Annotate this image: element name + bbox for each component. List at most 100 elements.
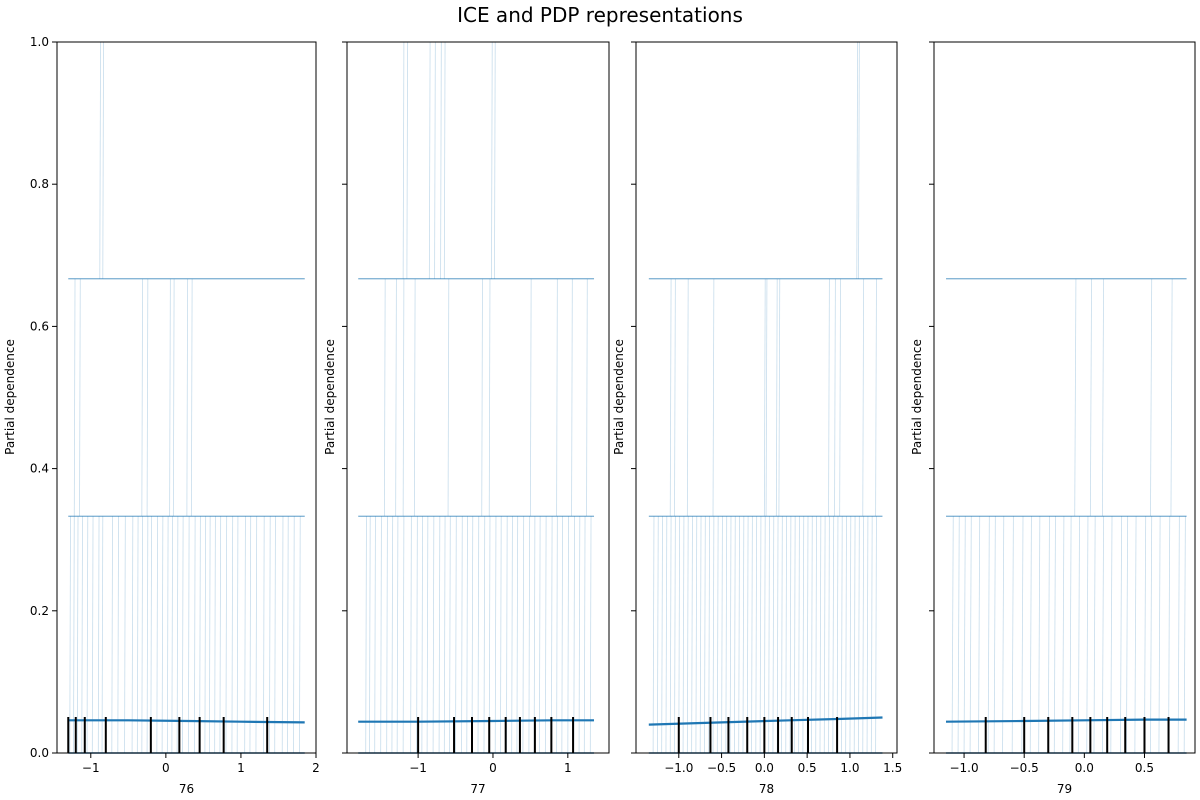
ice-curve-segment xyxy=(862,278,865,517)
ice-curve-segment xyxy=(695,516,698,754)
ice-curve-segment xyxy=(187,516,190,754)
ice-curve-segment xyxy=(81,516,83,754)
ice-curve-segment xyxy=(511,516,513,754)
ice-curve-segment xyxy=(293,516,295,754)
ice-curve-segment xyxy=(391,516,394,754)
ice-curve-segment xyxy=(533,516,536,754)
ice-curve-segment xyxy=(172,278,175,517)
ice-curve-segment xyxy=(789,516,792,754)
ice-curve-segment xyxy=(449,516,451,754)
ice-curve-segment xyxy=(516,516,519,754)
ice-curve-segment xyxy=(589,516,592,754)
axes-frame xyxy=(933,41,1196,754)
ice-curve-segment xyxy=(573,516,575,754)
ice-curve-segment xyxy=(567,516,569,754)
x-axis-label: 76 xyxy=(179,782,194,796)
ice-curve-segment xyxy=(1053,516,1056,754)
pdp-average-line xyxy=(945,718,1187,723)
ice-curve-segment xyxy=(556,278,558,517)
ice-curve-segment xyxy=(1177,516,1180,754)
ice-curve-segment xyxy=(759,516,762,754)
ice-curve-segment xyxy=(402,41,405,279)
ice-curve-segment xyxy=(785,516,788,754)
ice-curve-segment xyxy=(161,516,164,754)
ice-curve-segment xyxy=(836,516,839,754)
ice-curve-segment xyxy=(704,516,706,754)
axes-frame xyxy=(346,41,610,754)
ice-curve-segment xyxy=(416,516,418,754)
y-tick-label: 0.0 xyxy=(30,746,49,760)
ice-curve-segment xyxy=(365,516,367,754)
ice-curve-segment xyxy=(481,278,483,517)
ice-curve-segment xyxy=(402,278,405,517)
ice-curve-segment xyxy=(1047,516,1050,754)
ice-curve-segment xyxy=(1002,516,1005,754)
ice-curve-segment xyxy=(751,516,753,754)
ice-curve-segment xyxy=(708,516,710,754)
ice-curve-segment xyxy=(1150,278,1153,517)
ice-curve-segment xyxy=(413,278,416,517)
ice-curve-segment xyxy=(586,278,588,517)
ice-curve-segment xyxy=(255,516,258,754)
ice-curve-segment xyxy=(287,516,289,754)
ice-curve-segment xyxy=(1021,516,1024,754)
ice-curve-segment xyxy=(875,516,877,754)
ice-curve-segment xyxy=(802,516,805,754)
ice-curve-segment xyxy=(494,516,497,754)
axes-frame xyxy=(56,41,317,754)
ice-curve-segment xyxy=(712,278,715,517)
ice-curve-segment xyxy=(875,278,877,517)
ice-curve-segment xyxy=(199,516,201,754)
ice-curve-segment xyxy=(1101,278,1104,517)
ice-curve-segment xyxy=(772,516,775,754)
ice-curve-segment xyxy=(775,278,778,517)
ice-curve-segment xyxy=(661,516,663,754)
ice-curve-segment xyxy=(244,516,246,754)
ice-curve-segment xyxy=(561,516,563,754)
ice-curve-segment xyxy=(699,516,702,754)
x-tick-label: 0 xyxy=(489,761,497,775)
ice-curve-segment xyxy=(1069,516,1072,754)
ice-curve-segment xyxy=(1168,516,1171,754)
ice-curve-segment xyxy=(190,278,193,517)
ice-curve-segment xyxy=(156,516,158,754)
ice-curve-segment xyxy=(839,278,841,517)
pdp-average-line xyxy=(648,716,883,726)
ice-curve-segment xyxy=(729,516,732,754)
ice-curve-segment xyxy=(674,278,676,517)
ice-curve-segment xyxy=(506,516,508,754)
x-tick-label: 1.5 xyxy=(883,761,902,775)
ice-curve-segment xyxy=(97,516,100,754)
y-axis-label: Partial dependence xyxy=(612,339,626,455)
ice-curve-segment xyxy=(870,516,873,754)
ice-curve-segment xyxy=(432,516,435,754)
ice-curve-segment xyxy=(978,516,981,754)
ice-curve-segment xyxy=(665,516,668,754)
ice-curve-segment xyxy=(166,516,169,754)
subplot-grid: 0.0 0.2 0.4 0.6 0.8 1.0 −1 0 1 2 76 Partial depende… xyxy=(3,35,1196,796)
ice-curve-segment xyxy=(858,516,860,754)
ice-curve-segment xyxy=(76,516,79,754)
ice-curve-segment xyxy=(798,516,800,754)
ice-curve-segment xyxy=(1089,278,1092,517)
ice-curve-segment xyxy=(682,516,685,754)
ice-curve-segment xyxy=(186,278,189,517)
ice-curve-segment xyxy=(101,516,104,754)
ice-curve-segment xyxy=(236,516,239,754)
ice-curve-segment xyxy=(858,41,860,279)
ice-curve-segment xyxy=(656,516,659,754)
y-axis-label: Partial dependence xyxy=(910,339,924,455)
x-tick-label: 0.5 xyxy=(1135,761,1154,775)
x-tick-label: −1.0 xyxy=(949,761,978,775)
ice-curve-segment xyxy=(845,516,847,754)
ice-curve-segment xyxy=(849,516,852,754)
ice-curve-segment xyxy=(204,516,207,754)
ice-curve-segment xyxy=(477,516,480,754)
ice-curve-segment xyxy=(828,278,830,517)
ice-curve-segment xyxy=(776,516,779,754)
ice-curve-segment xyxy=(765,278,768,517)
ice-curve-segment xyxy=(471,516,474,754)
ice-curve-segment xyxy=(544,516,547,754)
ice-curve-segment xyxy=(840,516,843,754)
ice-curve-segment xyxy=(742,516,745,754)
